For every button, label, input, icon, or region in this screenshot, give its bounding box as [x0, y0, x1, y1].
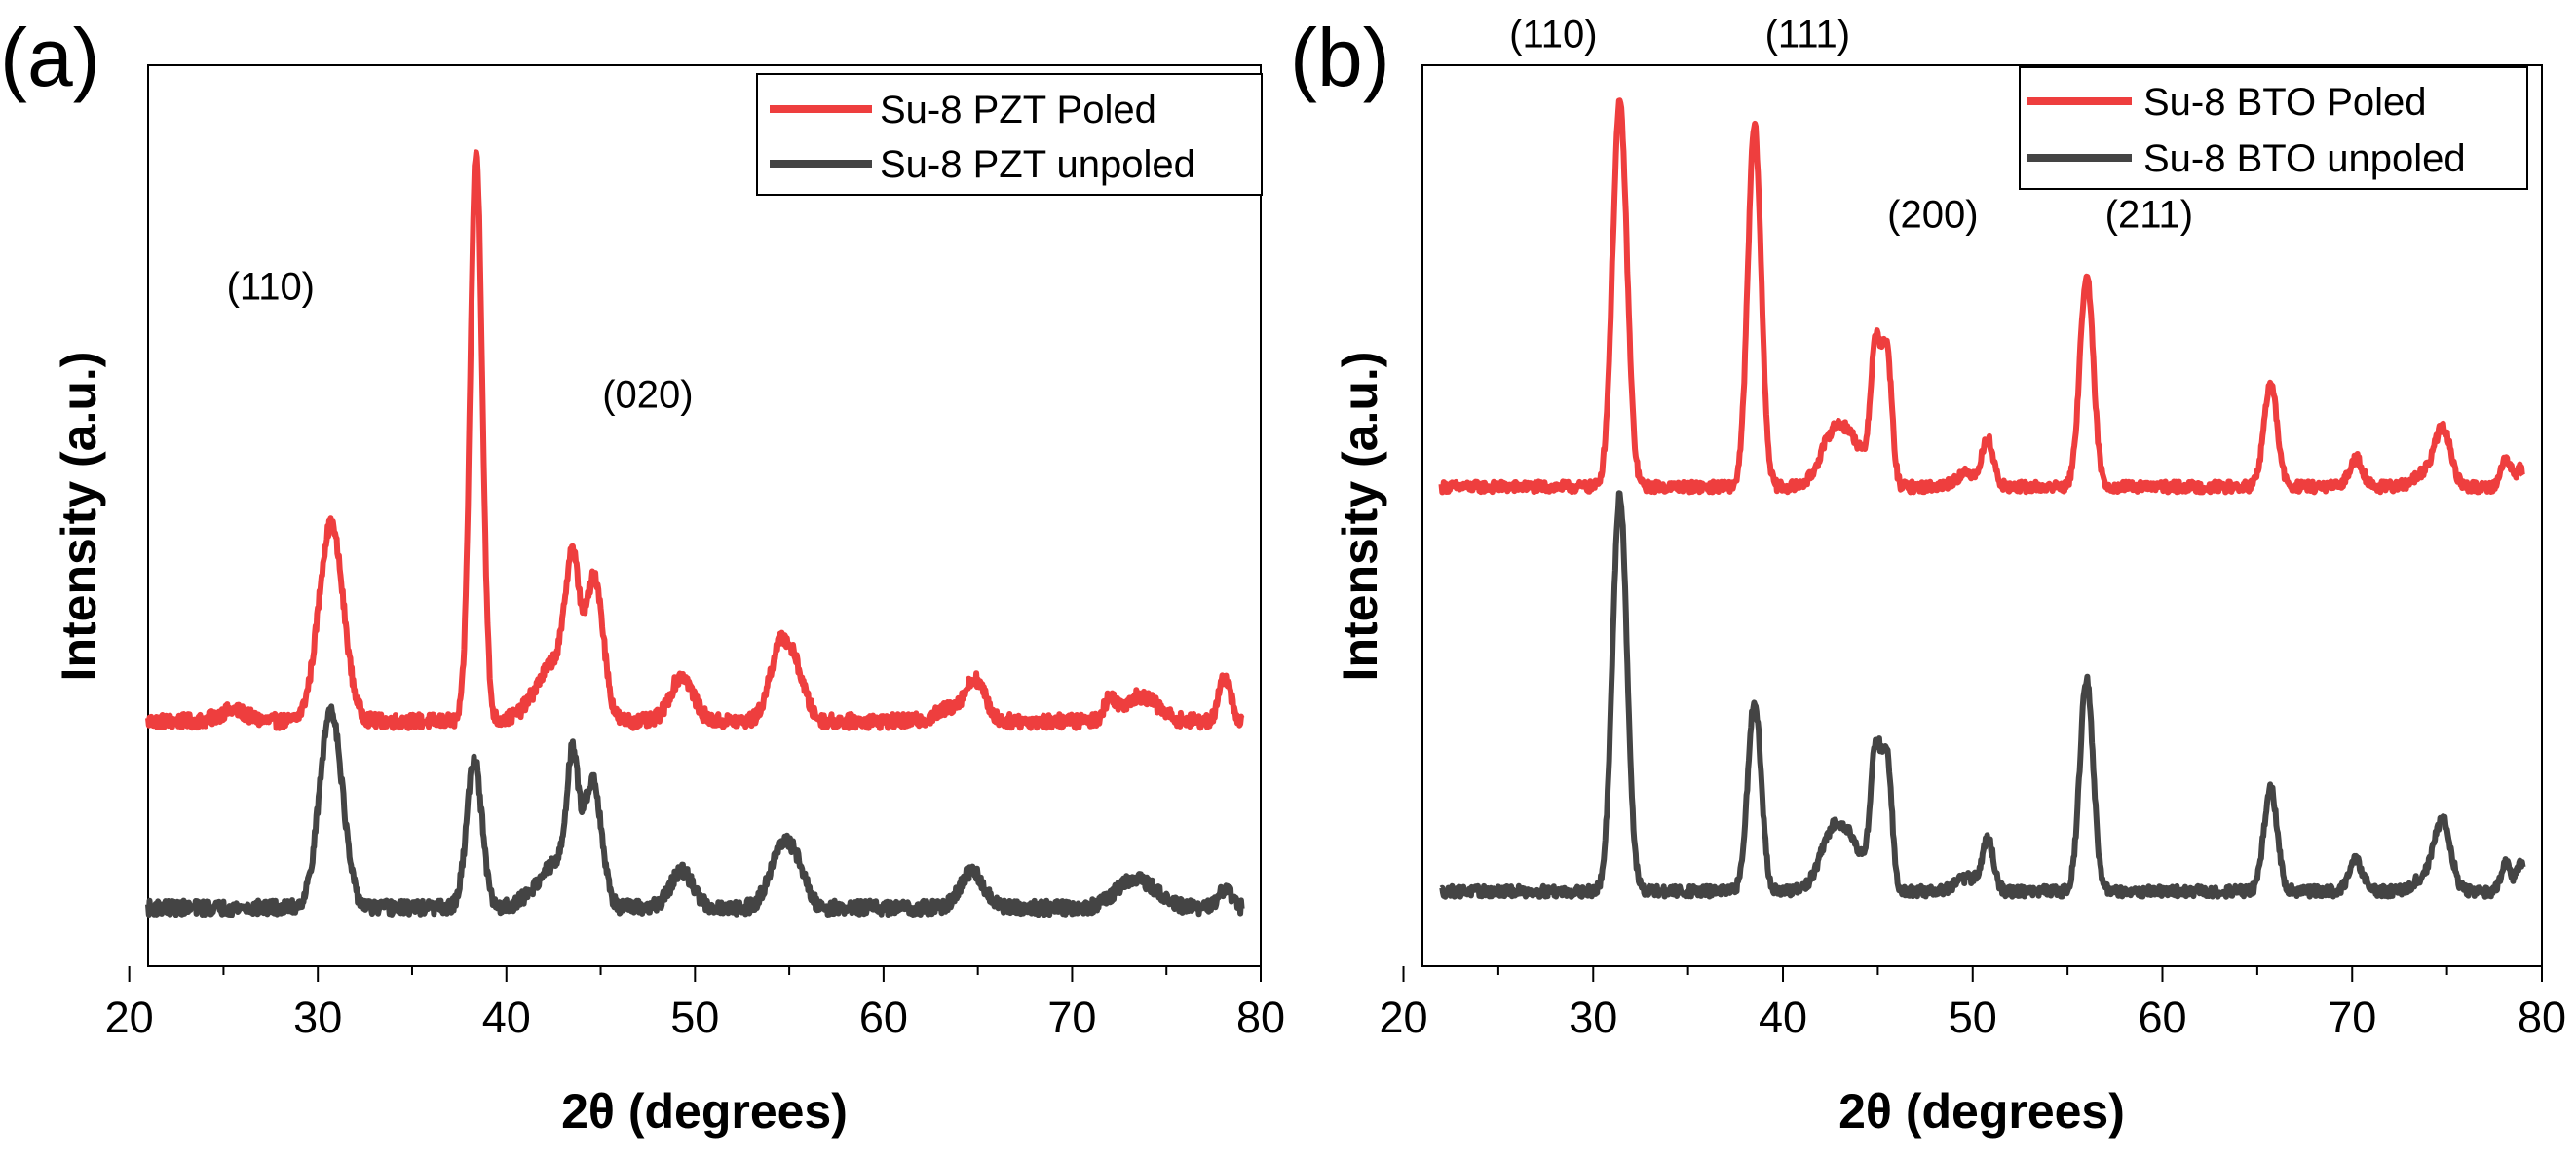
- chart-panel-b: (b) Intensity (a.u.) 2θ (degrees) 20 30 40…: [1290, 12, 2566, 1139]
- plot-area-b: [1421, 64, 2543, 967]
- peak-label: (200): [1887, 194, 1978, 237]
- x-tick-label: 50: [1949, 992, 1997, 1042]
- peak-annotations-a: (110)(111)(020): [227, 266, 694, 417]
- legend-label-poled-a: Su-8 PZT Poled: [880, 89, 1156, 131]
- series-line-unpoled: [145, 703, 1245, 918]
- series-line-poled: [145, 149, 1245, 731]
- legend-label-unpoled-b: Su-8 BTO unpoled: [2143, 137, 2466, 180]
- y-axis-title-a: Intensity (a.u.): [52, 352, 106, 682]
- series-line-unpoled: [1439, 490, 2526, 900]
- x-axis-ticks-b: 20 30 40 50 60 70 80: [1379, 966, 2566, 1042]
- x-tick-label: 20: [105, 992, 154, 1042]
- peak-label: (211): [2105, 194, 2193, 237]
- legend-label-poled-b: Su-8 BTO Poled: [2143, 81, 2427, 124]
- x-tick-label: 60: [2138, 992, 2186, 1042]
- x-tick-label: 20: [1379, 992, 1427, 1042]
- x-tick-label: 60: [859, 992, 908, 1042]
- legend-box-b: [2019, 66, 2528, 190]
- y-axis-title-b: Intensity (a.u.): [1333, 352, 1387, 682]
- legend-b: Su-8 BTO Poled Su-8 BTO unpoled: [2019, 66, 2528, 190]
- series-line-poled: [1438, 97, 2525, 496]
- x-tick-label: 70: [2328, 992, 2376, 1042]
- peak-label: (111): [1765, 14, 1850, 56]
- peak-label: (110): [227, 266, 315, 309]
- x-tick-label: 30: [293, 992, 342, 1042]
- plot-area-a: [145, 64, 1262, 967]
- peak-annotations-b: (110) (111) (200) (211): [1509, 14, 2193, 237]
- chart-panel-a: (a) Intensity (a.u.) 2θ (degrees) 20 30 40…: [0, 12, 1285, 1139]
- peak-label: (110): [1509, 14, 1597, 56]
- x-axis-title-b: 2θ (degrees): [1838, 1084, 2125, 1139]
- legend-label-unpoled-a: Su-8 PZT unpoled: [880, 143, 1195, 186]
- x-tick-label: 50: [670, 992, 719, 1042]
- x-tick-label: 80: [1236, 992, 1285, 1042]
- panel-label-a: (a): [0, 12, 100, 103]
- x-tick-label: 40: [1759, 992, 1807, 1042]
- x-axis-title-a: 2θ (degrees): [561, 1084, 848, 1139]
- x-tick-label: 30: [1569, 992, 1617, 1042]
- x-tick-label: 80: [2518, 992, 2566, 1042]
- axis-frame: [1421, 64, 2543, 967]
- legend-box-a: [756, 73, 1263, 196]
- panel-label-b: (b): [1290, 12, 1390, 103]
- x-tick-label: 70: [1047, 992, 1096, 1042]
- legend-a: Su-8 PZT Poled Su-8 PZT unpoled: [756, 73, 1263, 196]
- x-tick-label: 40: [482, 992, 531, 1042]
- x-axis-ticks-a: 20 30 40 50 60 70 80: [105, 966, 1285, 1042]
- axis-frame: [147, 64, 1262, 967]
- peak-label: (020): [602, 374, 693, 417]
